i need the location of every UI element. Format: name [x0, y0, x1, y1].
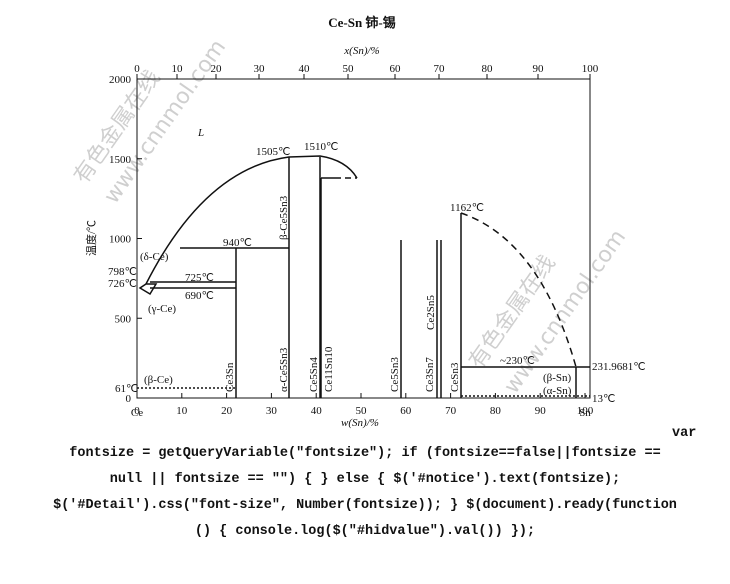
code-line: null || fontsize == "") { } else { $('#n…	[110, 472, 620, 487]
phase-line	[138, 283, 158, 296]
label: 61℃	[115, 383, 138, 395]
label: 1505℃	[256, 146, 290, 158]
code-line: var	[672, 426, 696, 441]
label: 1510℃	[304, 141, 338, 153]
top-tick-label: 100	[582, 63, 599, 75]
dashed-liquidus	[460, 212, 577, 368]
left-tick-label: 500	[115, 313, 132, 325]
bottom-tick-label: 90	[535, 405, 547, 417]
top-tick-label: 70	[434, 63, 446, 75]
bottom-tick-label: 0	[134, 405, 140, 417]
bottom-tick-label: 20	[221, 405, 233, 417]
label: (β-Ce)	[144, 374, 173, 386]
label: ~230℃	[500, 355, 535, 367]
bottom-tick-label: 80	[490, 405, 502, 417]
top-tick-label: 80	[482, 63, 494, 75]
left-tick-label: 1000	[109, 234, 132, 246]
phase-line	[461, 366, 590, 398]
label: 1162℃	[450, 202, 484, 214]
top-tick-label: 30	[254, 63, 266, 75]
bottom-tick-label: 10	[176, 405, 188, 417]
label: 726℃	[108, 278, 137, 290]
labels: L 1505℃ 1510℃ β-Ce5Sn3 940℃ (δ-Ce) 798℃ …	[108, 127, 646, 405]
left-tick-label: 0	[126, 393, 132, 405]
phase-line	[150, 247, 289, 398]
label: Ce3Sn7	[424, 357, 436, 392]
top-axis-label: x(Sn)/%	[343, 45, 379, 57]
label: 690℃	[185, 290, 214, 302]
left-tick-label: 1500	[109, 154, 132, 166]
label: (α-Sn)	[543, 385, 572, 397]
watermark: 有色金属在线 www.cnnmol.com 有色金属在线 www.cnnmol.…	[69, 35, 631, 398]
bottom-tick-label: 50	[356, 405, 368, 417]
top-tick-label: 50	[343, 63, 355, 75]
label: (δ-Ce)	[140, 251, 169, 263]
label: 231.9681℃	[592, 361, 646, 373]
left-tick-label: 2000	[109, 74, 132, 86]
phase-line	[288, 157, 335, 398]
label: (γ-Ce)	[148, 303, 176, 315]
liquidus	[145, 155, 358, 285]
top-tick-label: 60	[390, 63, 402, 75]
bottom-tick-label: 30	[266, 405, 278, 417]
label: β-Ce5Sn3	[278, 195, 290, 240]
top-tick-label: 10	[172, 63, 184, 75]
phase-line	[400, 213, 462, 398]
top-tick-label: 40	[299, 63, 311, 75]
top-tick-label: 90	[533, 63, 545, 75]
code-line: () { console.log($("#hidvalue").val()) }…	[195, 524, 535, 539]
dotted-line	[137, 387, 590, 397]
label: Ce5Sn4	[308, 357, 320, 392]
label: 725℃	[185, 272, 214, 284]
left-end: Ce	[131, 407, 143, 419]
label: CeSn3	[449, 362, 461, 392]
top-tick-label: 0	[134, 63, 140, 75]
bottom-axis-label: w(Sn)/%	[341, 417, 379, 429]
right-end: Sn	[579, 407, 591, 419]
label: α-Ce5Sn3	[278, 347, 290, 392]
top-tick-label: 20	[211, 63, 223, 75]
bottom-tick-label: 70	[445, 405, 457, 417]
bottom-tick-label: 40	[311, 405, 323, 417]
label: L	[197, 127, 204, 139]
label: Ce2Sn5	[425, 295, 437, 330]
bottom-tick-label: 100	[577, 405, 594, 417]
diagram-lines	[136, 78, 591, 399]
bottom-tick-label: 60	[400, 405, 412, 417]
code-line: fontsize = getQueryVariable("fontsize");…	[69, 446, 660, 461]
label: Ce11Sn10	[323, 346, 335, 392]
label: Ce3Sn	[224, 362, 236, 392]
label: (β-Sn)	[543, 372, 572, 384]
code-text: var fontsize = getQueryVariable("fontsiz…	[53, 426, 696, 539]
label: 940℃	[223, 237, 252, 249]
label: Ce5Sn3	[389, 357, 401, 392]
label: 798℃	[108, 266, 137, 278]
label: 13℃	[592, 393, 615, 405]
code-line: $('#Detail').css("font-size", Number(fon…	[53, 498, 677, 513]
left-axis-label: 温度/℃	[84, 220, 98, 256]
title: Ce-Sn 铈-锡	[328, 15, 396, 30]
